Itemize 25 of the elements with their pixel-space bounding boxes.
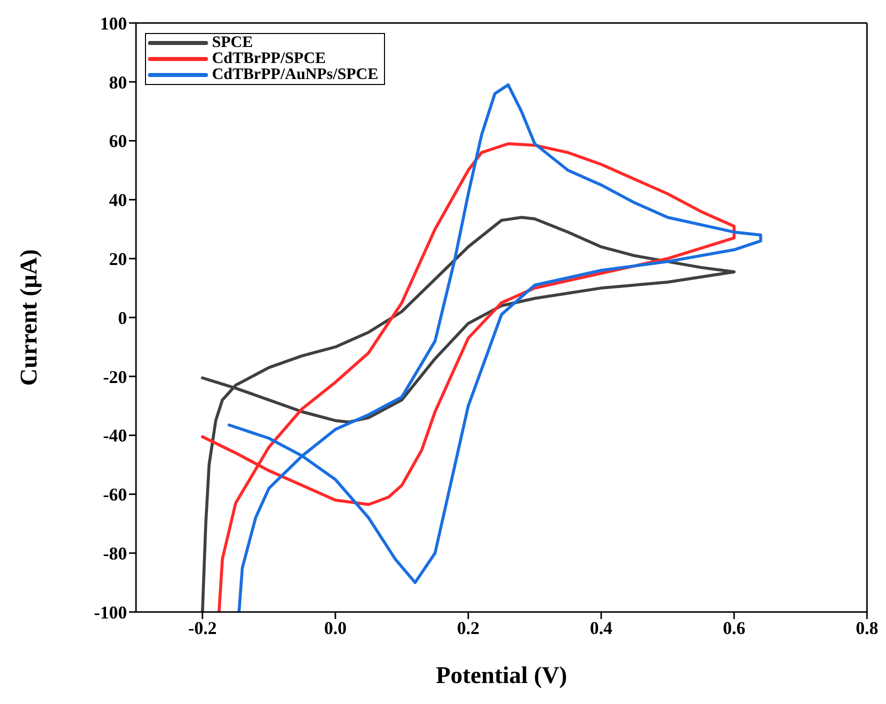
line-series (228, 83, 762, 612)
y-tick-label: -20 (103, 366, 127, 387)
x-axis-title: Potential (V) (436, 663, 568, 689)
line-series (200, 142, 736, 612)
y-tick-label: -80 (103, 543, 127, 564)
y-tick-label: 60 (109, 131, 127, 152)
y-tick-label: 40 (109, 190, 127, 210)
y-tick-label: -40 (103, 426, 127, 446)
legend-label: SPCE (212, 34, 253, 52)
y-tick-label: 80 (109, 72, 127, 92)
x-tick-label: 0.8 (856, 618, 878, 638)
legend-label: CdTBrPP/AuNPs/SPCE (212, 66, 378, 84)
x-tick-label: 0.6 (722, 618, 746, 638)
line-series (200, 216, 736, 612)
y-tick-label: -60 (103, 484, 127, 505)
y-axis-title: Current (μA) (16, 249, 43, 386)
x-tick-label: 0.0 (324, 618, 347, 638)
y-tick-label: 100 (100, 13, 127, 34)
x-tick-label: 0.4 (590, 618, 612, 638)
y-tick-label: 20 (109, 248, 127, 269)
y-tick-label: 0 (118, 308, 127, 328)
y-tick-label: -100 (94, 602, 127, 622)
x-tick-label: 0.2 (457, 618, 480, 638)
x-tick-label: -0.2 (188, 618, 217, 638)
legend-label: CdTBrPP/SPCE (212, 50, 326, 68)
